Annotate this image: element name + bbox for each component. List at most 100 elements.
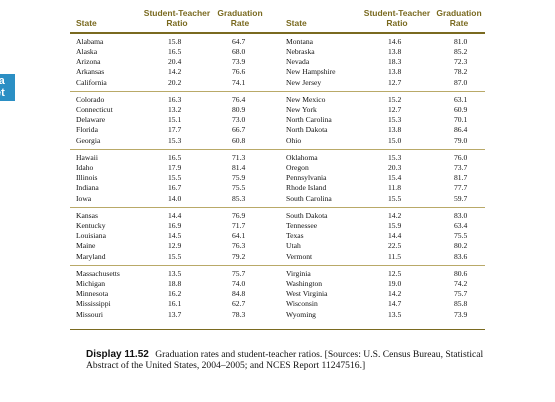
cell-ratio: 20.4 xyxy=(168,57,182,67)
cell-ratio: 14.7 xyxy=(388,299,402,309)
cell-grad: 75.7 xyxy=(454,289,468,299)
cell-grad: 76.9 xyxy=(232,210,246,220)
cell-ratio: 13.2 xyxy=(168,104,182,114)
cell-ratio: 15.9 xyxy=(388,220,402,230)
left-ratio-column: 14.4 16.9 14.5 12.9 15.5 xyxy=(168,211,181,262)
cell-state: Virginia xyxy=(286,268,311,278)
left-ratio-column: 16.5 17.9 15.5 16.7 14.0 xyxy=(168,153,181,204)
cell-state: New Mexico xyxy=(286,94,326,104)
left-state-column: Alabama Alaska Arizona Arkansas California xyxy=(76,37,107,88)
right-ratio-column: 12.5 19.0 14.2 14.7 13.5 xyxy=(388,269,401,320)
side-tab-line1: ta xyxy=(0,75,5,87)
cell-ratio: 11.5 xyxy=(388,251,402,261)
cell-ratio: 16.3 xyxy=(168,94,182,104)
cell-grad: 76.0 xyxy=(454,152,468,162)
cell-grad: 71.3 xyxy=(232,152,246,162)
table-header: State Student-Teacher Ratio Graduation R… xyxy=(70,0,485,32)
header-grad-right: Graduation Rate xyxy=(436,8,482,28)
cell-state: Idaho xyxy=(76,162,94,172)
cell-grad: 81.7 xyxy=(454,173,468,183)
cell-state: North Carolina xyxy=(286,115,332,125)
cell-grad: 73.9 xyxy=(232,57,246,67)
cell-ratio: 14.6 xyxy=(388,36,402,46)
cell-ratio: 15.5 xyxy=(388,193,402,203)
cell-state: Wisconsin xyxy=(286,299,318,309)
right-ratio-column: 15.3 20.3 15.4 11.8 15.5 xyxy=(388,153,401,204)
cell-grad: 83.0 xyxy=(454,210,468,220)
cell-ratio: 13.7 xyxy=(168,309,182,319)
cell-ratio: 15.3 xyxy=(388,115,402,125)
cell-grad: 74.2 xyxy=(454,278,468,288)
cell-ratio: 14.0 xyxy=(168,193,182,203)
cell-ratio: 22.5 xyxy=(388,241,402,251)
cell-grad: 85.2 xyxy=(454,46,468,56)
cell-grad: 73.0 xyxy=(232,115,246,125)
cell-grad: 81.4 xyxy=(232,162,246,172)
cell-state: Pennsylvania xyxy=(286,173,327,183)
cell-state: Hawaii xyxy=(76,152,98,162)
cell-ratio: 16.7 xyxy=(168,183,182,193)
cell-grad: 78.2 xyxy=(454,67,468,77)
cell-ratio: 15.8 xyxy=(168,36,182,46)
cell-state: West Virginia xyxy=(286,289,328,299)
cell-state: Montana xyxy=(286,36,313,46)
cell-state: Arkansas xyxy=(76,67,105,77)
cell-ratio: 15.2 xyxy=(388,94,402,104)
data-table: State Student-Teacher Ratio Graduation R… xyxy=(70,0,485,330)
cell-ratio: 15.5 xyxy=(168,251,182,261)
left-grad-column: 71.3 81.4 75.9 75.5 85.3 xyxy=(232,153,245,204)
cell-ratio: 13.5 xyxy=(168,268,182,278)
cell-grad: 76.3 xyxy=(232,241,246,251)
cell-grad: 83.6 xyxy=(454,251,468,261)
cell-ratio: 14.2 xyxy=(168,67,182,77)
cell-ratio: 14.2 xyxy=(388,210,402,220)
cell-ratio: 16.2 xyxy=(168,289,182,299)
cell-state: Illinois xyxy=(76,173,98,183)
cell-grad: 66.7 xyxy=(232,125,246,135)
cell-grad: 63.1 xyxy=(454,94,468,104)
cell-ratio: 14.5 xyxy=(168,231,182,241)
cell-grad: 80.2 xyxy=(454,241,468,251)
header-state-left: State xyxy=(76,17,97,28)
cell-state: California xyxy=(76,77,107,87)
cell-state: Maine xyxy=(76,241,96,251)
group-divider xyxy=(70,264,485,266)
caption-text: Graduation rates and student-teacher rat… xyxy=(86,349,484,371)
cell-ratio: 12.7 xyxy=(388,104,402,114)
row-group: Colorado Connecticut Delaware Florida Georgi… xyxy=(70,92,485,149)
cell-state: South Dakota xyxy=(286,210,328,220)
cell-grad: 85.3 xyxy=(232,193,246,203)
cell-ratio: 15.3 xyxy=(388,152,402,162)
cell-grad: 73.7 xyxy=(454,162,468,172)
cell-state: Florida xyxy=(76,125,98,135)
cell-grad: 79.0 xyxy=(454,135,468,145)
cell-grad: 85.8 xyxy=(454,299,468,309)
cell-ratio: 14.4 xyxy=(168,210,182,220)
cell-state: New Hampshire xyxy=(286,67,336,77)
cell-state: Utah xyxy=(286,241,301,251)
row-group: Hawaii Idaho Illinois Indiana Iowa 16.5 17.9 15… xyxy=(70,150,485,207)
right-state-column: New Mexico New York North Carolina North Da… xyxy=(286,95,332,146)
cell-ratio: 13.8 xyxy=(388,46,402,56)
cell-state: Wyoming xyxy=(286,309,316,319)
cell-state: Ohio xyxy=(286,135,302,145)
cell-grad: 59.7 xyxy=(454,193,468,203)
header-ratio-right: Student-Teacher Ratio xyxy=(363,8,431,28)
group-divider xyxy=(70,206,485,208)
cell-grad: 75.9 xyxy=(232,173,246,183)
cell-state: Oklahoma xyxy=(286,152,318,162)
cell-ratio: 16.5 xyxy=(168,152,182,162)
cell-grad: 80.9 xyxy=(232,104,246,114)
right-grad-column: 63.1 60.9 70.1 86.4 79.0 xyxy=(454,95,467,146)
cell-ratio: 13.8 xyxy=(388,125,402,135)
cell-ratio: 14.4 xyxy=(388,231,402,241)
header-rule xyxy=(70,32,485,34)
cell-state: South Carolina xyxy=(286,193,332,203)
right-state-column: South Dakota Tennessee Texas Utah Vermont xyxy=(286,211,328,262)
cell-grad: 62.7 xyxy=(232,299,246,309)
right-state-column: Virginia Washington West Virginia Wisconsin… xyxy=(286,269,327,320)
right-ratio-column: 14.2 15.9 14.4 22.5 11.5 xyxy=(388,211,401,262)
left-grad-column: 64.7 68.0 73.9 76.6 74.1 xyxy=(232,37,245,88)
cell-grad: 78.3 xyxy=(232,309,246,319)
header-grad-left: Graduation Rate xyxy=(217,8,263,28)
